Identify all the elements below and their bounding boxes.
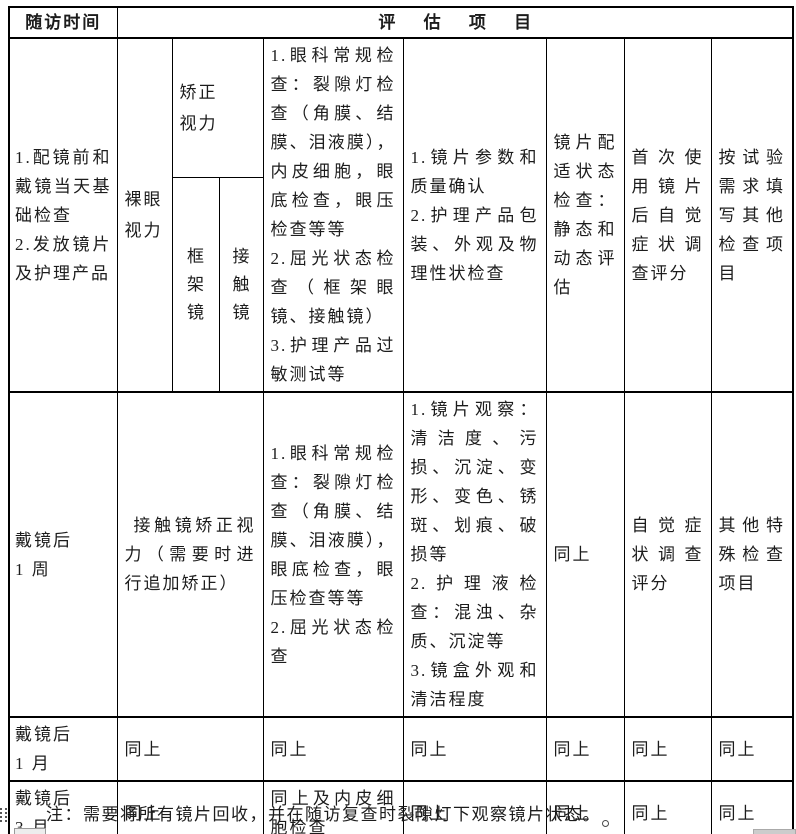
cell-frame-glasses: 框架镜 [171, 177, 220, 393]
month3-vision-text: 同上 [124, 803, 163, 823]
header-followup-time: 随访时间 [8, 6, 118, 39]
cell-month1-exam: 同上 [262, 716, 404, 782]
cell-month3-time: 戴镜后 3 月 [8, 780, 118, 834]
circle-handle-icon [602, 820, 609, 827]
cell-month1-symptom: 同上 [623, 716, 712, 782]
cell-week1-fit-status: 同上 [545, 391, 625, 718]
week1-symptom-text: 自觉症状调查评分 [631, 516, 704, 593]
month3-lens-check-text: 同上 [410, 803, 449, 823]
cell-baseline-symptom: 首次使用镜片后自觉症状调查评分 [623, 37, 712, 393]
month1-symptom-text: 同上 [631, 739, 670, 759]
baseline-exam-item-2: 2.屈光状态检查（框架眼镜、接触镜） [270, 249, 396, 326]
frame-glasses-label: 框架镜 [187, 246, 204, 322]
contact-lens-label: 接触镜 [232, 246, 250, 322]
corrected-vision-label: 矫正视力 [179, 83, 218, 134]
baseline-time-item-2: 2.发放镜片及护理产品 [15, 234, 112, 283]
cell-month3-fit-status: 同上 [545, 780, 625, 834]
month1-lens-check-text: 同上 [410, 739, 449, 759]
month3-exam-text: 同上及内皮细胞检查 [270, 789, 396, 834]
baseline-exam-item-1: 1.眼科常规检查：裂隙灯检查（角膜、结膜、泪液膜），内皮细胞，眼底检查，眼压检查… [270, 46, 396, 239]
cell-month3-other: 同上 [710, 780, 794, 834]
cell-week1-symptom: 自觉症状调查评分 [623, 391, 712, 718]
week1-fit-status-text: 同上 [553, 545, 592, 564]
header-evaluation-items: 评 估 项 目 [116, 6, 794, 39]
week1-exam-item-2: 2.屈光状态检查 [270, 617, 396, 666]
month3-other-text: 同上 [718, 803, 757, 823]
cell-baseline-other: 按试验需求填写其他检查项目 [710, 37, 794, 393]
followup-schedule-table-wrap: 随访时间 评 估 项 目 1.配镜前和戴镜当天基础检查 2.发放镜片及护理产品 … [8, 6, 794, 834]
week1-lens-check-item-3: 3.镜盒外观和清洁程度 [410, 661, 539, 709]
header-row: 随访时间 评 估 项 目 [8, 6, 794, 39]
cell-month1-lens-check: 同上 [402, 716, 547, 782]
week1-exam-item-1: 1.眼科常规检查：裂隙灯检查（角膜、结膜、泪液膜），眼底检查，眼压检查等等 [270, 443, 396, 608]
week1-lens-check-item-2: 2.护理液检查：混浊、杂质、沉淀等 [410, 574, 539, 651]
week1-time-line-1: 戴镜后 [15, 530, 72, 550]
week1-vision-text: 接触镜矫正视力（需要时进行追加矫正） [124, 516, 256, 593]
month1-fit-status-text: 同上 [553, 739, 592, 759]
cell-week1-vision: 接触镜矫正视力（需要时进行追加矫正） [116, 391, 264, 718]
object-anchor-icon [0, 808, 8, 824]
cell-month1-other: 同上 [710, 716, 794, 782]
baseline-other-text: 按试验需求填写其他检查项目 [718, 147, 785, 283]
followup-schedule-table: 随访时间 评 估 项 目 1.配镜前和戴镜当天基础检查 2.发放镜片及护理产品 … [8, 6, 794, 834]
row-month3: 戴镜后 3 月 同上 同上及内皮细胞检查 同上 同上 同上 [8, 780, 794, 834]
cell-baseline-time: 1.配镜前和戴镜当天基础检查 2.发放镜片及护理产品 [8, 37, 118, 393]
cell-baseline-exam: 1.眼科常规检查：裂隙灯检查（角膜、结膜、泪液膜），内皮细胞，眼底检查，眼压检查… [262, 37, 404, 393]
baseline-lens-check-item-1: 1.镜片参数和质量确认 [410, 147, 539, 196]
baseline-lens-check-item-2: 2.护理产品包装、外观及物理性状检查 [410, 205, 539, 283]
baseline-exam-item-3: 3.护理产品过敏测试等 [270, 336, 396, 384]
row-baseline-lower: 框架镜 接触镜 [9, 177, 793, 393]
month3-fit-status-text: 同上 [553, 803, 592, 823]
month1-time-line-2: 1 月 [15, 754, 51, 773]
cell-baseline-lens-check: 1.镜片参数和质量确认 2.护理产品包装、外观及物理性状检查 [402, 37, 547, 393]
cell-month3-symptom: 同上 [623, 780, 712, 834]
row-baseline-upper: 1.配镜前和戴镜当天基础检查 2.发放镜片及护理产品 裸眼视力 矫正视力 1.眼… [8, 37, 794, 393]
cell-month1-time: 戴镜后 1 月 [8, 716, 118, 782]
cell-week1-time: 戴镜后 1 周 [8, 391, 118, 718]
cell-month1-fit-status: 同上 [545, 716, 625, 782]
cropped-object-box-right [753, 829, 796, 834]
week1-lens-check-item-1: 1.镜片观察：清洁度、污损、沉淀、变形、变色、锈斑、划痕、破损等 [410, 400, 539, 564]
month1-other-text: 同上 [718, 739, 757, 759]
cropped-object-box-left [14, 828, 46, 834]
cell-week1-lens-check: 1.镜片观察：清洁度、污损、沉淀、变形、变色、锈斑、划痕、破损等 2.护理液检查… [402, 391, 547, 718]
cell-corrected-vision: 矫正视力 [171, 37, 264, 179]
cell-week1-exam: 1.眼科常规检查：裂隙灯检查（角膜、结膜、泪液膜），眼底检查，眼压检查等等 2.… [262, 391, 404, 718]
month3-symptom-text: 同上 [631, 803, 670, 823]
week1-time-line-2: 1 周 [15, 559, 51, 579]
naked-vision-label: 裸眼视力 [124, 190, 163, 240]
baseline-time-item-1: 1.配镜前和戴镜当天基础检查 [15, 147, 112, 225]
footnote: 注：需要将所有镜片回收，并在随访复查时裂隙灯下观察镜片状态。 [46, 805, 601, 824]
cell-month3-lens-check: 同上 [402, 780, 547, 834]
month1-vision-text: 同上 [124, 739, 163, 759]
month1-exam-text: 同上 [270, 739, 309, 759]
cell-contact-lens: 接触镜 [218, 177, 264, 393]
cell-month3-exam: 同上及内皮细胞检查 [262, 780, 404, 834]
week1-other-text: 其他特殊检查项目 [718, 516, 785, 593]
baseline-fit-status-text: 镜片配适状态检查：静态和动态评估 [553, 133, 617, 297]
baseline-symptom-text: 首次使用镜片后自觉症状调查评分 [631, 147, 704, 283]
cell-month3-vision: 同上 [116, 780, 264, 834]
month1-time-line-1: 戴镜后 [15, 725, 72, 744]
cell-week1-other: 其他特殊检查项目 [710, 391, 794, 718]
cell-baseline-fit-status: 镜片配适状态检查：静态和动态评估 [545, 37, 625, 393]
cell-month1-vision: 同上 [116, 716, 264, 782]
cell-naked-vision: 裸眼视力 [116, 37, 173, 393]
month3-time-line-1: 戴镜后 [15, 789, 72, 808]
row-month1: 戴镜后 1 月 同上 同上 同上 同上 同上 [8, 716, 794, 782]
row-week1: 戴镜后 1 周 接触镜矫正视力（需要时进行追加矫正） 1.眼科常规检查：裂隙灯检… [8, 391, 794, 718]
